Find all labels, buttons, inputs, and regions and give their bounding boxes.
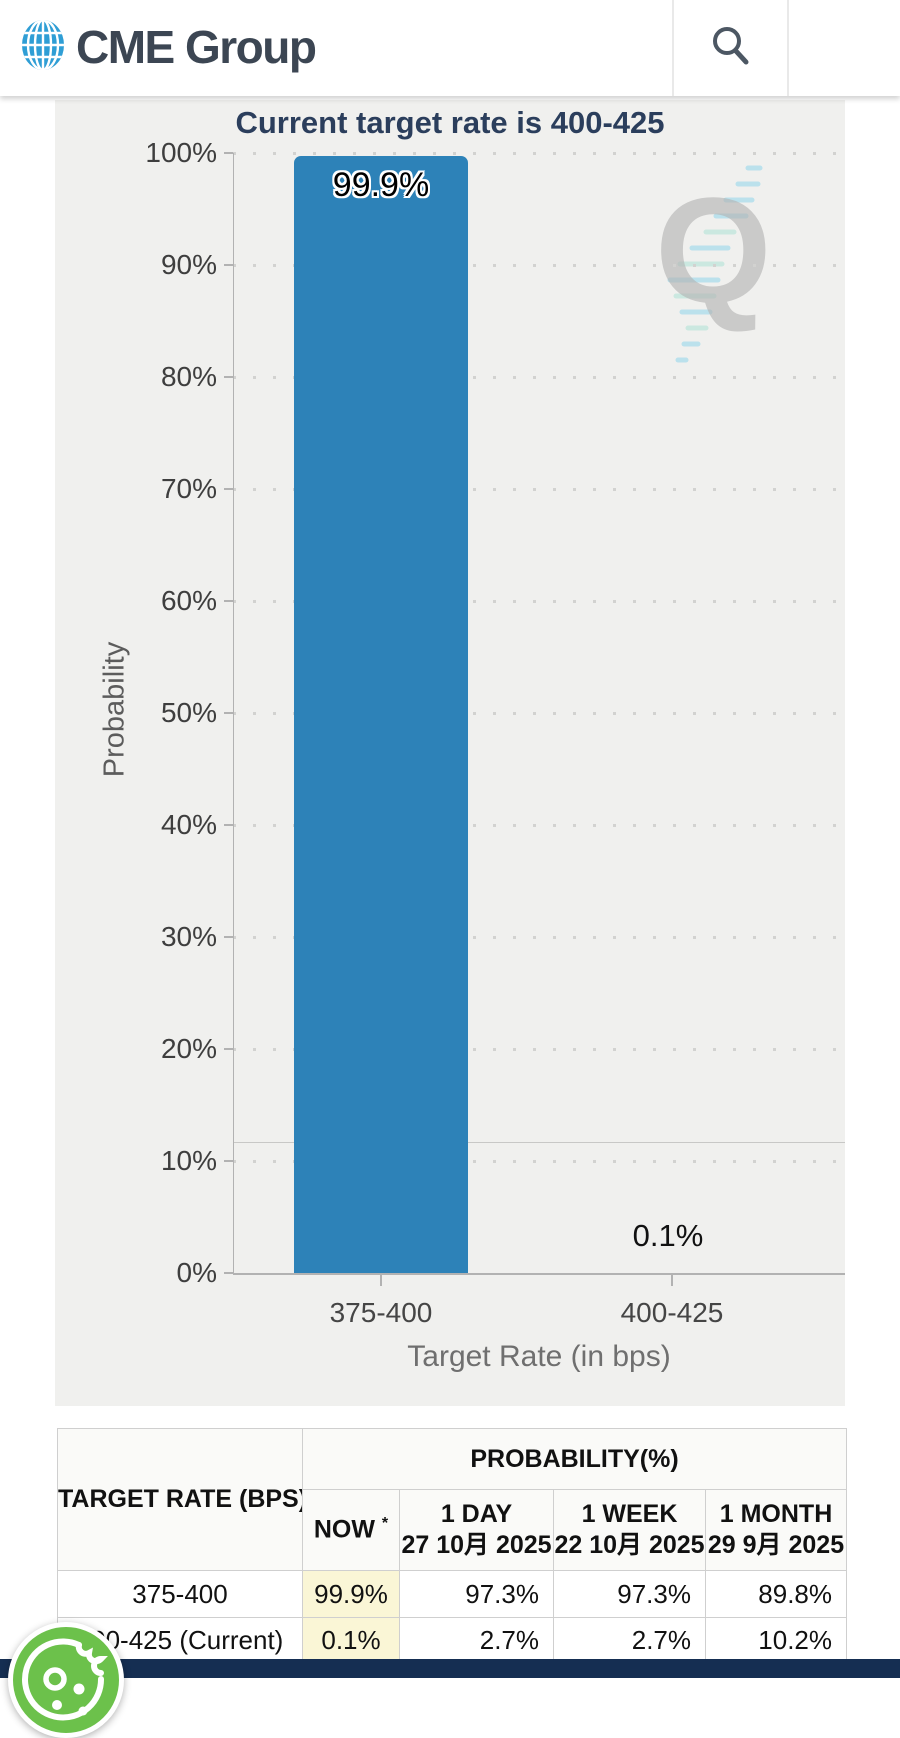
y-axis-line bbox=[233, 153, 234, 1273]
probability-chart: Current target rate is 400-425 Q bbox=[55, 100, 845, 1406]
bar-value-label: 99.9% bbox=[332, 166, 430, 204]
x-category-label: 375-400 bbox=[329, 1297, 433, 1328]
table-row: 400-425 (Current) 0.1% 2.7% 2.7% 10.2% bbox=[57, 1617, 848, 1664]
y-tick-mark bbox=[224, 152, 233, 154]
y-tick-label: 40% bbox=[160, 809, 217, 840]
now-cell: 99.9% bbox=[302, 1570, 400, 1618]
gridline-80 bbox=[233, 376, 845, 379]
col-header-now: NOW * bbox=[302, 1489, 400, 1571]
y-tick-mark bbox=[224, 600, 233, 602]
gridline-90 bbox=[233, 264, 845, 267]
chat-widget-button[interactable] bbox=[8, 1622, 124, 1738]
y-tick-label: 70% bbox=[160, 473, 217, 504]
x-category-label: 400-425 bbox=[620, 1297, 724, 1328]
gridline-50 bbox=[233, 712, 845, 715]
month-cell: 10.2% bbox=[704, 1617, 848, 1664]
y-tick-mark bbox=[224, 264, 233, 266]
bottom-navy-bar bbox=[0, 1659, 900, 1678]
gridline-40 bbox=[233, 824, 845, 827]
gridline-20 bbox=[233, 1048, 845, 1051]
bar-375-400[interactable]: 99.9% bbox=[294, 156, 468, 1273]
y-tick-mark bbox=[224, 824, 233, 826]
y-tick-mark bbox=[224, 1048, 233, 1050]
week-cell: 97.3% bbox=[553, 1570, 706, 1618]
col-header-probability-group: PROBABILITY(%) bbox=[301, 1428, 848, 1490]
y-tick-mark bbox=[224, 936, 233, 938]
chart-title: Current target rate is 400-425 bbox=[235, 105, 665, 140]
gridline-30 bbox=[233, 936, 845, 939]
y-tick-label: 0% bbox=[176, 1257, 217, 1288]
y-tick-mark bbox=[224, 376, 233, 378]
y-tick-label: 80% bbox=[160, 361, 217, 392]
table-row: 375-400 99.9% 97.3% 97.3% 89.8% bbox=[57, 1570, 848, 1618]
y-tick-label: 50% bbox=[160, 697, 217, 728]
y-tick-mark bbox=[224, 712, 233, 714]
x-tick-mark bbox=[380, 1275, 382, 1286]
y-axis-title: Probability bbox=[98, 641, 131, 778]
rate-cell: 375-400 bbox=[57, 1570, 303, 1618]
y-tick-label: 60% bbox=[160, 585, 217, 616]
horizontal-rule-line bbox=[233, 1142, 845, 1143]
globe-icon bbox=[20, 14, 66, 81]
y-tick-mark bbox=[224, 488, 233, 490]
day-cell: 2.7% bbox=[399, 1617, 554, 1664]
y-tick-mark bbox=[224, 1272, 233, 1274]
y-tick-label: 10% bbox=[160, 1145, 217, 1176]
page-header: CME Group bbox=[0, 0, 900, 96]
x-axis-title: Target Rate (in bps) bbox=[407, 1340, 671, 1373]
cme-group-logo[interactable]: CME Group bbox=[20, 12, 317, 82]
col-header-1month: 1 MONTH 29 9月 2025 bbox=[704, 1489, 848, 1571]
header-divider bbox=[787, 0, 789, 96]
search-icon bbox=[709, 24, 753, 73]
gridline-60 bbox=[233, 600, 845, 603]
header-divider bbox=[672, 0, 674, 96]
search-button[interactable] bbox=[674, 0, 787, 96]
brand-name: CME Group bbox=[76, 21, 317, 73]
quikstrike-watermark: Q bbox=[600, 140, 840, 380]
col-header-target-rate: TARGET RATE (BPS) bbox=[57, 1428, 303, 1571]
y-tick-label: 100% bbox=[145, 137, 217, 168]
y-tick-label: 90% bbox=[160, 249, 217, 280]
gridline-100 bbox=[233, 152, 845, 155]
now-cell: 0.1% bbox=[302, 1617, 400, 1664]
menu-button[interactable] bbox=[789, 0, 900, 96]
gridline-70 bbox=[233, 488, 845, 491]
day-cell: 97.3% bbox=[399, 1570, 554, 1618]
month-cell: 89.8% bbox=[704, 1570, 848, 1618]
y-tick-mark bbox=[224, 1160, 233, 1162]
probability-table: TARGET RATE (BPS) PROBABILITY(%) NOW * 1… bbox=[57, 1428, 848, 1664]
watermark-letter: Q bbox=[655, 166, 772, 334]
week-cell: 2.7% bbox=[553, 1617, 706, 1664]
y-tick-label: 30% bbox=[160, 921, 217, 952]
cookie-icon bbox=[13, 1638, 119, 1737]
now-asterisk: * bbox=[381, 1515, 389, 1533]
gridline-10 bbox=[233, 1160, 845, 1163]
bar-value-label-400-425: 0.1% bbox=[632, 1218, 704, 1253]
x-tick-mark bbox=[671, 1275, 673, 1286]
col-header-1week: 1 WEEK 22 10月 2025 bbox=[553, 1489, 706, 1571]
x-axis-line bbox=[233, 1273, 845, 1275]
y-tick-label: 20% bbox=[160, 1033, 217, 1064]
col-header-1day: 1 DAY 27 10月 2025 bbox=[399, 1489, 554, 1571]
